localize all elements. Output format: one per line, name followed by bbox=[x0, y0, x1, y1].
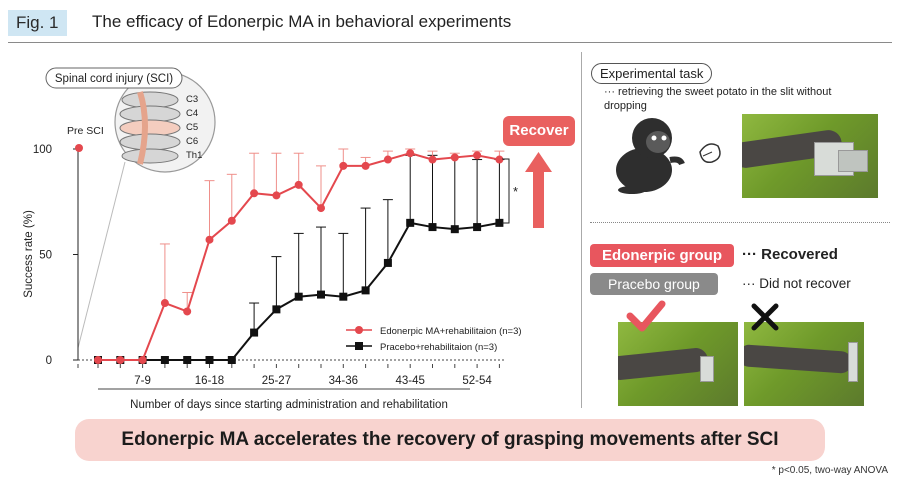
footnote: * p<0.05, two-way ANOVA bbox=[771, 465, 888, 476]
sci-level-label-th1: Th1 bbox=[186, 150, 202, 161]
monkey-icon bbox=[616, 118, 721, 194]
x-tick-label: 43-45 bbox=[395, 375, 424, 387]
experimental-task-pill: Experimental task bbox=[591, 63, 713, 84]
data-point bbox=[361, 286, 370, 295]
data-point bbox=[294, 292, 303, 301]
data-point bbox=[294, 180, 303, 189]
data-point bbox=[250, 189, 259, 198]
x-tick-label: 25-27 bbox=[262, 375, 291, 387]
data-point bbox=[317, 290, 325, 299]
sci-level-label-c3: C3 bbox=[186, 94, 198, 105]
legend-edonerpic: Edonerpic MA+rehabilitaion (n=3) bbox=[346, 326, 522, 337]
data-point bbox=[272, 305, 281, 314]
y-axis-label: Success rate (%) bbox=[23, 210, 35, 298]
data-point bbox=[495, 155, 504, 164]
series-edonerpic bbox=[94, 148, 505, 364]
recover-arrow bbox=[525, 152, 552, 228]
figure-title: The efficacy of Edonerpic MA in behavior… bbox=[92, 12, 512, 31]
cross-icon bbox=[751, 303, 779, 331]
data-point bbox=[272, 191, 281, 200]
data-point bbox=[138, 356, 147, 364]
data-point bbox=[406, 218, 415, 227]
data-point bbox=[450, 225, 459, 234]
data-point bbox=[473, 151, 482, 160]
placebo-result: ··· Did not recover bbox=[742, 276, 851, 291]
recover-badge: Recover bbox=[503, 116, 575, 146]
series-placebo bbox=[94, 154, 505, 364]
significance-star: * bbox=[513, 184, 518, 199]
sci-level-label-c4: C4 bbox=[186, 108, 198, 119]
data-point bbox=[227, 356, 236, 364]
data-point bbox=[428, 223, 437, 232]
y-tick-label-100: 100 bbox=[33, 144, 52, 156]
data-point bbox=[250, 328, 259, 337]
data-point bbox=[339, 292, 348, 301]
data-point bbox=[361, 161, 370, 170]
y-tick-label-0: 0 bbox=[46, 355, 52, 367]
significance-bracket bbox=[502, 158, 510, 224]
data-point bbox=[406, 149, 415, 158]
sci-level-label-c6: C6 bbox=[186, 136, 198, 147]
spine-illustration bbox=[119, 91, 181, 165]
data-point bbox=[317, 204, 325, 213]
data-point bbox=[205, 235, 214, 244]
x-tick-label: 7-9 bbox=[134, 375, 151, 387]
legend-marker bbox=[355, 326, 363, 334]
task-photo bbox=[742, 114, 878, 198]
x-axis-label: Number of days since starting administra… bbox=[130, 399, 448, 411]
data-point bbox=[227, 216, 236, 225]
conclusion-banner: Edonerpic MA accelerates the recovery of… bbox=[75, 419, 825, 461]
data-point bbox=[94, 356, 102, 364]
sci-title: Spinal cord injury (SCI) bbox=[55, 73, 173, 85]
data-point bbox=[383, 155, 392, 164]
x-tick-label: 52-54 bbox=[462, 375, 492, 387]
callout-pointer bbox=[77, 161, 126, 349]
data-point bbox=[383, 258, 392, 267]
x-tick-label: 34-36 bbox=[329, 375, 358, 387]
pre-sci-point bbox=[75, 144, 83, 152]
placebo-photo bbox=[744, 322, 864, 406]
data-point bbox=[339, 161, 348, 170]
data-point bbox=[183, 307, 192, 316]
edonerpic-group-badge: Edonerpic group bbox=[590, 244, 734, 267]
data-point bbox=[495, 218, 504, 227]
panel-divider-horizontal bbox=[590, 222, 890, 223]
data-point bbox=[450, 153, 459, 162]
data-point bbox=[160, 299, 169, 308]
placebo-group-badge: Pracebo group bbox=[590, 273, 718, 295]
edonerpic-result: ··· Recovered bbox=[742, 246, 838, 263]
edonerpic-photo bbox=[618, 322, 738, 406]
sci-title-pill bbox=[45, 67, 183, 89]
legend-label: Pracebo+rehabilitaion (n=3) bbox=[380, 342, 497, 353]
figure-label: Fig. 1 bbox=[8, 10, 67, 36]
task-description: ··· retrieving the sweet potato in the s… bbox=[604, 86, 832, 112]
title-divider bbox=[8, 42, 892, 43]
data-point bbox=[428, 155, 437, 164]
check-icon bbox=[626, 300, 666, 332]
y-tick-label-50: 50 bbox=[39, 250, 52, 262]
pre-sci-label: Pre SCI bbox=[67, 125, 104, 137]
sci-level-label-c5: C5 bbox=[186, 122, 198, 133]
legend-label: Edonerpic MA+rehabilitaion (n=3) bbox=[380, 326, 522, 337]
data-point bbox=[160, 356, 169, 364]
legend-placebo: Pracebo+rehabilitaion (n=3) bbox=[346, 342, 497, 353]
data-point bbox=[473, 223, 482, 232]
legend-marker bbox=[355, 342, 363, 350]
x-tick-label: 16-18 bbox=[195, 375, 224, 387]
panel-divider-vertical bbox=[581, 52, 582, 408]
success-rate-chart: Spinal cord injury (SCI) C3 C4 C5 C6 Th1 Suc… bbox=[23, 67, 552, 411]
data-point bbox=[205, 356, 214, 364]
data-point bbox=[116, 356, 125, 364]
data-point bbox=[183, 356, 192, 364]
